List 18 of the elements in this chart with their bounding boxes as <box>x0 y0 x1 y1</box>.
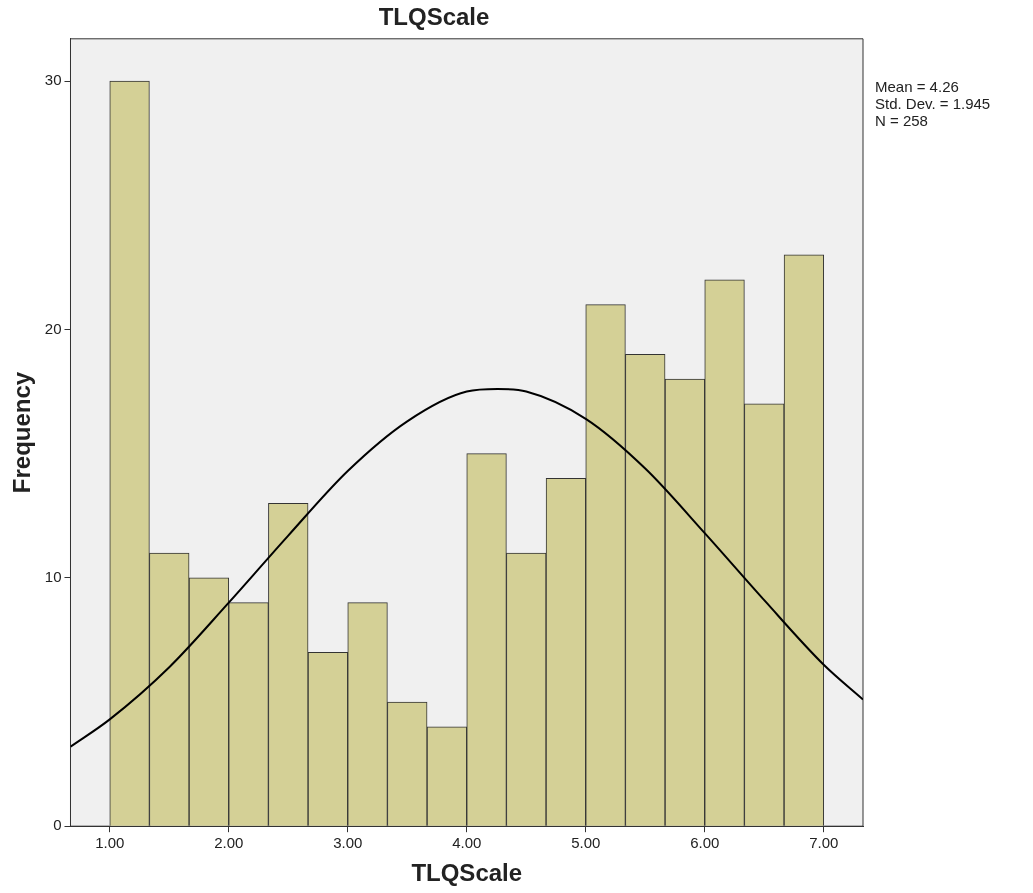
x-tick-label: 3.00 <box>333 834 363 852</box>
x-axis-title: TLQScale <box>411 859 523 887</box>
text: Mean = 4.26 <box>875 78 959 96</box>
x-tick-label: 5.00 <box>571 834 601 852</box>
x-tick-label: 2.00 <box>214 834 244 852</box>
y-tick-label: 0 <box>53 816 62 834</box>
line-series <box>70 388 863 748</box>
y-tick-label: 30 <box>44 71 62 89</box>
y-tick-label: 20 <box>44 319 62 337</box>
y-tick-label: 10 <box>44 567 62 585</box>
x-tick-label: 6.00 <box>690 834 720 852</box>
text: Std. Dev. = 1.945 <box>875 95 991 113</box>
x-tick-label: 7.00 <box>809 834 839 852</box>
text: N = 258 <box>875 112 928 130</box>
x-tick-label: 1.00 <box>95 834 125 852</box>
chart-title: TLQScale <box>378 3 490 31</box>
x-tick-label: 4.00 <box>452 834 482 852</box>
y-axis-title: Frequency <box>8 371 36 494</box>
